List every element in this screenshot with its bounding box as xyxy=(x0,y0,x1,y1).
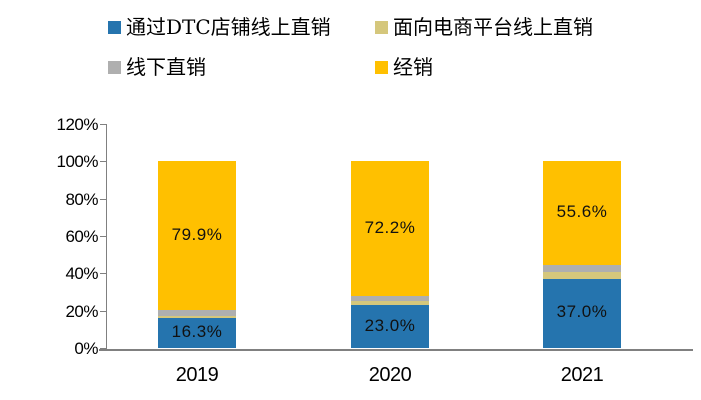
y-tick-label: 20% xyxy=(65,302,98,321)
bar-segment-2 xyxy=(351,296,429,301)
legend-swatch-icon xyxy=(375,60,388,74)
y-tick-label: 80% xyxy=(65,190,98,209)
y-tick-label: 120% xyxy=(56,115,99,134)
y-axis-tick xyxy=(100,348,106,349)
bar-2021: 37.0% 55.6% xyxy=(543,124,621,348)
legend-label: 经销 xyxy=(393,55,433,79)
legend-item-3: 经销 xyxy=(375,54,683,80)
bar-segment-1 xyxy=(351,300,429,305)
y-axis-tick xyxy=(100,199,106,200)
legend-swatch-icon xyxy=(108,20,121,34)
bar-2019: 16.3% 79.9% xyxy=(158,124,236,348)
y-tick-label: 60% xyxy=(65,227,98,246)
y-tick-label: 40% xyxy=(65,264,98,283)
data-label: 23.0% xyxy=(364,315,416,335)
y-tick-label: 100% xyxy=(56,152,99,171)
y-axis-tick xyxy=(100,236,106,237)
legend-label: 面向电商平台线上直销 xyxy=(393,15,593,39)
bar-2020: 23.0% 72.2% xyxy=(351,124,429,348)
x-axis-line xyxy=(99,349,693,351)
legend-item-2: 线下直销 xyxy=(108,54,375,80)
x-category-label: 2019 xyxy=(175,364,219,386)
y-tick-label: 0% xyxy=(74,339,98,358)
y-axis-tick xyxy=(100,273,106,274)
bar-segment-2 xyxy=(158,310,236,317)
y-axis-line xyxy=(106,124,107,351)
legend-item-1: 面向电商平台线上直销 xyxy=(375,14,683,40)
data-label: 55.6% xyxy=(556,202,608,221)
legend-label: 线下直销 xyxy=(126,55,206,79)
data-label: 79.9% xyxy=(171,224,223,244)
y-axis-tick xyxy=(100,124,106,125)
chart-legend: 通过DTC店铺线上直销 面向电商平台线上直销线下直销 经销 xyxy=(108,14,683,80)
bar-segment-3 xyxy=(543,161,621,265)
x-category-label: 2020 xyxy=(368,364,412,386)
data-label: 37.0% xyxy=(556,302,608,322)
bar-segment-0 xyxy=(543,278,621,348)
bar-segment-1 xyxy=(158,316,236,318)
legend-swatch-icon xyxy=(375,20,388,34)
bar-segment-0 xyxy=(158,317,236,348)
bar-segment-3 xyxy=(351,161,429,297)
data-label: 16.3% xyxy=(171,321,223,341)
bar-segment-3 xyxy=(158,161,236,311)
legend-label: 通过DTC店铺线上直销 xyxy=(126,15,331,39)
bar-segment-2 xyxy=(543,265,621,272)
y-axis-tick xyxy=(100,311,106,312)
y-axis-tick xyxy=(100,161,106,162)
bar-segment-0 xyxy=(351,305,429,348)
x-category-label: 2021 xyxy=(560,364,604,386)
legend-item-0: 通过DTC店铺线上直销 xyxy=(108,14,375,40)
legend-swatch-icon xyxy=(108,60,121,74)
data-label: 72.2% xyxy=(364,217,416,237)
bar-segment-1 xyxy=(543,271,621,279)
